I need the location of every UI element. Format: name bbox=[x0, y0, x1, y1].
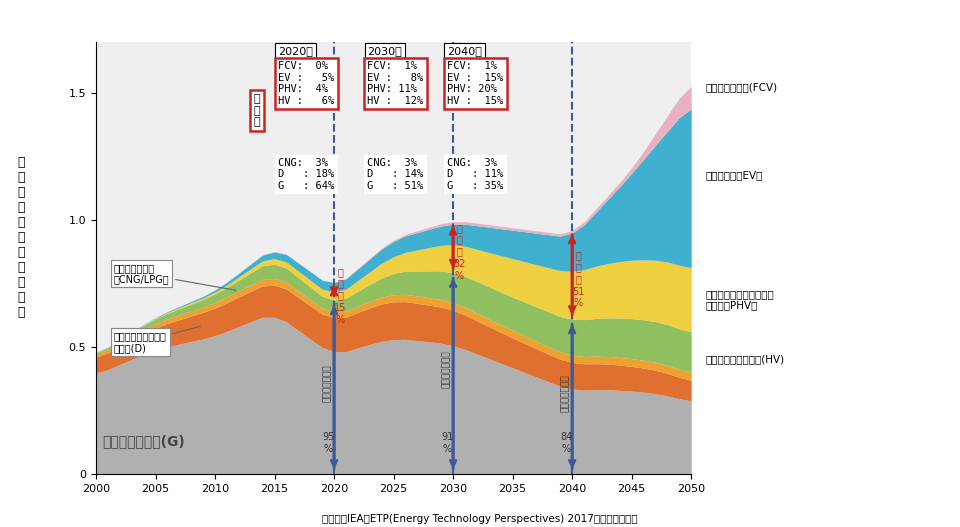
Text: 51
%: 51 % bbox=[572, 287, 585, 308]
Text: FCV:  0%
EV :   5%
PHV:  4%
HV :   6%: FCV: 0% EV : 5% PHV: 4% HV : 6% bbox=[278, 61, 334, 106]
Text: 電
動
車: 電 動 車 bbox=[456, 223, 462, 256]
Text: ガソリン自動車(G): ガソリン自動車(G) bbox=[102, 434, 184, 448]
Text: 2020年: 2020年 bbox=[278, 46, 313, 56]
Text: 91
%: 91 % bbox=[441, 432, 453, 454]
Text: 電
動
車: 電 動 車 bbox=[253, 94, 260, 128]
Text: （出所）IEA『ETP(Energy Technology Perspectives) 2017』に基づき作成: （出所）IEA『ETP(Energy Technology Perspectiv… bbox=[323, 514, 637, 524]
Text: 84
%: 84 % bbox=[560, 432, 572, 454]
Text: エンジン搭載車: エンジン搭載車 bbox=[561, 375, 569, 413]
Text: FCV:  1%
EV :  15%
PHV: 20%
HV :  15%: FCV: 1% EV : 15% PHV: 20% HV : 15% bbox=[447, 61, 503, 106]
Text: 電
動
車: 電 動 車 bbox=[337, 267, 343, 300]
Text: ハイブリッド自動車(HV): ハイブリッド自動車(HV) bbox=[706, 355, 784, 365]
Text: CNG:  3%
D   : 18%
G   : 64%: CNG: 3% D : 18% G : 64% bbox=[278, 158, 334, 191]
Text: FCV:  1%
EV :   8%
PHV: 11%
HV :  12%: FCV: 1% EV : 8% PHV: 11% HV : 12% bbox=[368, 61, 423, 106]
Text: 2030年: 2030年 bbox=[368, 46, 402, 56]
Text: 天然ガス自動車
（CNG/LPG）: 天然ガス自動車 （CNG/LPG） bbox=[114, 262, 236, 290]
Text: 15
%: 15 % bbox=[334, 304, 347, 325]
Text: 乗
用
車
販
売
台
数
（
億
台
）: 乗 用 車 販 売 台 数 （ 億 台 ） bbox=[17, 155, 25, 319]
Text: 2040年: 2040年 bbox=[447, 46, 482, 56]
Text: プラグインハイブリッド
自動車（PHV）: プラグインハイブリッド 自動車（PHV） bbox=[706, 289, 775, 310]
Text: CNG:  3%
D   : 14%
G   : 51%: CNG: 3% D : 14% G : 51% bbox=[368, 158, 423, 191]
Text: 燃料電池自動車(FCV): 燃料電池自動車(FCV) bbox=[706, 82, 778, 92]
Text: 95
%: 95 % bbox=[322, 432, 334, 454]
Text: 電気自動車（EV）: 電気自動車（EV） bbox=[706, 171, 763, 181]
Text: クリーンディーゼル
自動車(D): クリーンディーゼル 自動車(D) bbox=[114, 326, 201, 353]
Text: 32
%: 32 % bbox=[453, 259, 466, 281]
Text: CNG:  3%
D   : 11%
G   : 35%: CNG: 3% D : 11% G : 35% bbox=[447, 158, 503, 191]
Text: エンジン搭載車: エンジン搭載車 bbox=[442, 350, 450, 388]
Text: エンジン搭載車: エンジン搭載車 bbox=[323, 365, 331, 403]
Text: 電
動
車: 電 動 車 bbox=[575, 250, 581, 284]
